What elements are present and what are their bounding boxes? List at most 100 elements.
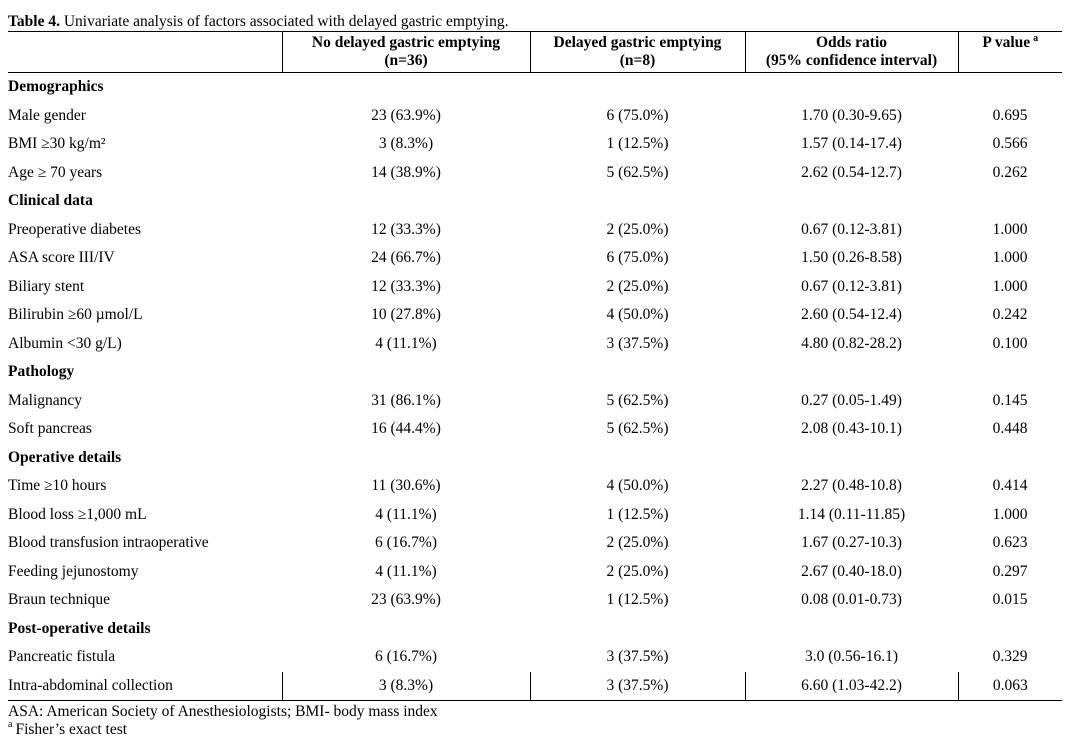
cell-dge: 2 (25.0%) [606,534,669,552]
cell-no-dge: 23 (63.9%) [371,106,441,124]
cell-no-dge: 4 (11.1%) [375,562,437,580]
row-label: Braun technique [8,591,111,609]
table-title: Table 4. Univariate analysis of factors … [8,13,1062,31]
header-dge: Delayed gastric emptying (n=8) [529,31,745,73]
cell-no-dge: 6 (16.7%) [375,534,437,552]
header-no-dge-line1: No delayed gastric emptying [311,34,501,51]
section-label: Operative details [8,448,122,466]
cell-odds-ratio: 1.67 (0.27-10.3) [801,534,902,552]
cell-p-value: 0.414 [992,477,1028,495]
section-label: Clinical data [8,192,93,210]
cell-dge: 5 (62.5%) [606,163,669,181]
section-row: Operative details [8,444,1062,473]
cell-dge: 5 (62.5%) [606,391,669,409]
row-label: Time ≥10 hours [8,477,107,495]
row-label: Pancreatic fistula [8,648,116,666]
table-row: Pancreatic fistula 6 (16.7%) 3 (37.5%) 3.0 … [8,643,1062,672]
table-row: Blood transfusion intraoperative 6 (16.7%… [8,529,1062,558]
cell-p-value: 0.063 [957,671,1062,701]
cell-no-dge: 12 (33.3%) [371,220,441,238]
table-row: Blood loss ≥1,000 mL 4 (11.1%) 1 (12.5%) 1.… [8,501,1062,530]
footnote-abbreviations: ASA: American Society of Anesthesiologis… [8,703,438,720]
table-row: ASA score III/IV 24 (66.7%) 6 (75.0%) 1.50 … [8,244,1062,273]
cell-no-dge: 14 (38.9%) [371,163,441,181]
table-body: Demographics Male gender 23 (63.9%) 6 (75.0… [8,73,1062,701]
row-label: Preoperative diabetes [8,220,141,238]
cell-p-value: 0.448 [992,420,1028,438]
table-row: Male gender 23 (63.9%) 6 (75.0%) 1.70 (0.30… [8,102,1062,131]
cell-dge: 1 (12.5%) [606,135,669,153]
row-label: Feeding jejunostomy [8,562,139,580]
table-row: Biliary stent 12 (33.3%) 2 (25.0%) 0.67 (0.… [8,273,1062,302]
cell-no-dge: 23 (63.9%) [371,591,441,609]
row-label: Blood transfusion intraoperative [8,534,209,552]
section-row: Demographics [8,73,1062,102]
cell-odds-ratio: 0.08 (0.01-0.73) [801,591,902,609]
cell-no-dge: 6 (16.7%) [375,648,437,666]
table-row: Age ≥ 70 years 14 (38.9%) 5 (62.5%) 2.62 (0… [8,159,1062,188]
table-footnotes: ASA: American Society of Anesthesiologis… [8,703,1062,738]
row-label: ASA score III/IV [8,249,115,267]
row-label: BMI ≥30 kg/m² [8,135,106,153]
cell-odds-ratio: 1.70 (0.30-9.65) [801,106,902,124]
cell-dge: 6 (75.0%) [606,249,669,267]
section-row: Post-operative details [8,615,1062,644]
table-row: Malignancy 31 (86.1%) 5 (62.5%) 0.27 (0.05-… [8,387,1062,416]
row-label: Male gender [8,106,86,124]
row-label: Biliary stent [8,277,85,295]
header-dge-line2: (n=8) [619,52,656,69]
table-row: Braun technique 23 (63.9%) 1 (12.5%) 0.08 (… [8,586,1062,615]
cell-dge: 2 (25.0%) [606,220,669,238]
row-label: Bilirubin ≥60 µmol/L [8,306,143,324]
section-label: Demographics [8,78,104,96]
table-number: Table 4. [8,13,60,30]
cell-p-value: 0.262 [992,163,1028,181]
cell-odds-ratio: 1.50 (0.26-8.58) [801,249,902,267]
table-row: Soft pancreas 16 (44.4%) 5 (62.5%) 2.08 (0.… [8,415,1062,444]
cell-p-value: 0.100 [992,334,1028,352]
cell-odds-ratio: 0.67 (0.12-3.81) [801,277,902,295]
header-p-value-superscript: a [1033,32,1039,44]
cell-no-dge: 3 (8.3%) [378,135,434,153]
footnote-fisher-text: Fisher’s exact test [15,720,128,738]
cell-no-dge: 12 (33.3%) [371,277,441,295]
cell-p-value: 0.242 [992,306,1028,324]
cell-p-value: 1.000 [992,277,1028,295]
row-label: Intra-abdominal collection [8,671,282,701]
cell-dge: 6 (75.0%) [606,106,669,124]
cell-p-value: 0.695 [992,106,1028,124]
cell-dge: 3 (37.5%) [529,671,745,701]
cell-odds-ratio: 1.14 (0.11-11.85) [797,505,906,523]
cell-dge: 4 (50.0%) [606,477,669,495]
table-row: Time ≥10 hours 11 (30.6%) 4 (50.0%) 2.27 (0… [8,472,1062,501]
cell-no-dge: 4 (11.1%) [375,334,437,352]
header-no-dge: No delayed gastric emptying (n=36) [281,31,530,73]
header-odds-ratio-line2: (95% confidence interval) [765,52,938,69]
section-row: Clinical data [8,187,1062,216]
cell-no-dge: 24 (66.7%) [371,249,441,267]
header-no-dge-line2: (n=36) [384,52,428,69]
cell-p-value: 0.015 [992,591,1028,609]
header-row: No delayed gastric emptying (n=36) Delay… [8,31,1062,73]
cell-odds-ratio: 4.80 (0.82-28.2) [801,334,902,352]
section-label: Pathology [8,363,75,381]
cell-odds-ratio: 2.67 (0.40-18.0) [801,562,902,580]
table-row: BMI ≥30 kg/m² 3 (8.3%) 1 (12.5%) 1.57 (0.14… [8,130,1062,159]
row-label: Malignancy [8,391,83,409]
cell-odds-ratio: 1.57 (0.14-17.4) [801,135,902,153]
footnote-fisher: a Fisher’s exact test [8,719,1062,739]
cell-no-dge: 11 (30.6%) [371,477,441,495]
cell-odds-ratio: 3.0 (0.56-16.1) [805,648,898,666]
cell-odds-ratio: 0.27 (0.05-1.49) [801,391,902,409]
cell-odds-ratio: 2.62 (0.54-12.7) [801,163,902,181]
cell-odds-ratio: 0.67 (0.12-3.81) [801,220,902,238]
cell-p-value: 1.000 [992,220,1028,238]
cell-p-value: 0.566 [992,135,1028,153]
cell-no-dge: 10 (27.8%) [371,306,441,324]
cell-p-value: 0.145 [992,391,1028,409]
cell-dge: 5 (62.5%) [606,420,669,438]
footnote-fisher-superscript: a [8,719,13,731]
header-p-value: P value a [957,31,1062,73]
header-p-value-label: P value [982,34,1031,51]
